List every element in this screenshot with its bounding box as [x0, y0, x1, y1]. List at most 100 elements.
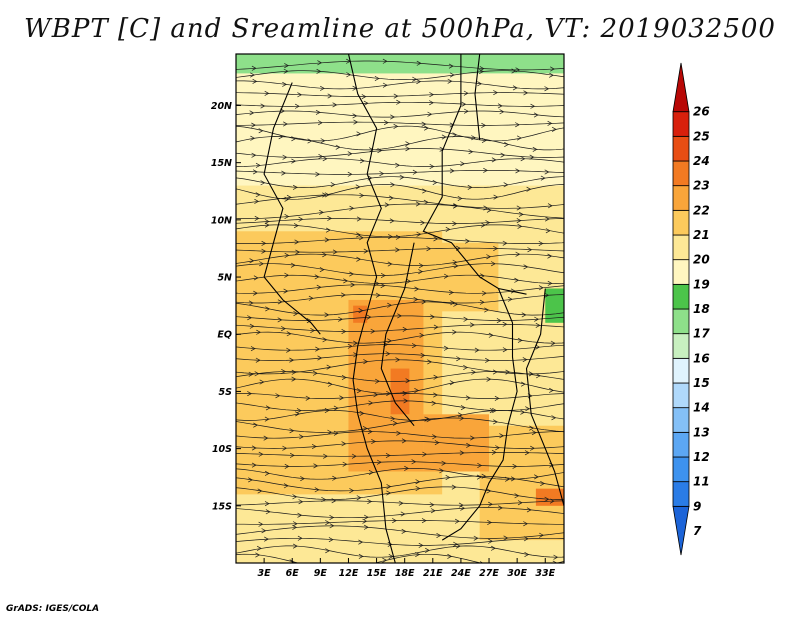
streamline-arrow: [470, 435, 475, 441]
streamline-arrow: [449, 72, 455, 78]
streamline-arrow: [251, 122, 257, 128]
streamline-arrow: [327, 215, 333, 221]
streamline-arrow: [284, 63, 290, 69]
streamline-arrow: [505, 369, 511, 375]
streamline-arrow: [441, 460, 447, 466]
x-tick-label: 27E: [479, 568, 499, 579]
streamline-arrow: [419, 332, 425, 338]
streamline-arrow: [384, 202, 390, 208]
streamline: [236, 507, 564, 519]
streamline-arrow: [322, 337, 328, 343]
streamline-arrow: [253, 290, 258, 296]
streamline: [236, 371, 564, 382]
streamline-arrow: [367, 498, 373, 505]
streamline-arrow: [356, 216, 362, 222]
streamline-arrow: [453, 301, 459, 307]
streamline-arrow: [398, 500, 404, 506]
colorbar-label: 17: [693, 327, 710, 341]
streamline-arrow: [540, 175, 546, 181]
streamline-arrow: [516, 205, 522, 211]
streamline-arrow: [247, 315, 253, 321]
streamline: [236, 520, 564, 525]
streamline: [236, 92, 564, 97]
streamline-arrow: [486, 254, 492, 260]
x-tick-label: 6E: [286, 568, 300, 579]
streamline-arrow: [447, 553, 453, 559]
streamline-arrow: [327, 429, 333, 435]
streamline-arrow: [388, 553, 394, 560]
streamline: [236, 344, 564, 351]
streamline-arrow: [251, 445, 257, 451]
streamline-arrow: [512, 85, 518, 91]
colorbar-label: 20: [693, 253, 710, 267]
streamline-arrow: [486, 207, 492, 213]
streamline-arrow: [517, 500, 523, 506]
colorbar-label: 24: [693, 154, 710, 168]
streamline-arrow: [382, 557, 388, 563]
streamline-arrow: [362, 518, 368, 524]
streamline-arrow: [363, 359, 369, 365]
streamline-arrow: [341, 328, 347, 335]
streamline-arrow: [460, 505, 466, 511]
streamline-arrow: [418, 263, 424, 269]
streamline-arrow: [316, 284, 322, 290]
streamline-arrow: [491, 449, 497, 455]
y-tick-label: 5N: [217, 273, 232, 284]
streamline-arrow: [529, 154, 535, 160]
streamline-arrow: [293, 223, 299, 229]
streamline-arrow: [306, 318, 312, 324]
streamline-arrow: [281, 326, 286, 332]
streamline-arrow: [264, 218, 270, 225]
streamline-arrow: [447, 78, 453, 84]
streamline-arrow: [366, 314, 372, 320]
streamline-arrow: [421, 518, 427, 524]
streamline-arrow: [422, 188, 428, 194]
streamline-arrow: [544, 216, 550, 222]
streamline-arrow: [526, 186, 532, 192]
streamline-arrow: [261, 248, 267, 254]
streamline-arrow: [396, 430, 402, 436]
streamline-arrow: [457, 195, 463, 202]
streamline-arrow: [325, 548, 331, 554]
streamline-arrow: [258, 451, 264, 457]
streamline-arrow: [452, 203, 458, 209]
streamline-arrow: [549, 462, 555, 468]
streamline-arrow: [534, 474, 539, 480]
x-tick-label: 15E: [367, 568, 387, 579]
streamline-arrow: [363, 524, 369, 530]
streamline-arrow: [295, 411, 300, 417]
streamline-arrow: [549, 498, 555, 504]
streamline-arrow: [411, 343, 417, 349]
streamline-arrow: [516, 135, 522, 141]
streamline-arrow: [439, 468, 445, 474]
x-tick-label: 33E: [535, 568, 555, 579]
streamline-arrow: [463, 364, 469, 371]
streamline: [236, 80, 564, 90]
streamline-arrow: [296, 408, 302, 414]
streamline-arrow: [277, 299, 283, 305]
streamline-arrow: [347, 171, 353, 177]
streamline-arrow: [313, 463, 319, 469]
streamline-arrow: [544, 169, 550, 175]
streamline-arrow: [531, 430, 537, 436]
colorbar: 7 9 11 12 13 14 15 16 17 18 19 20 21 22 23 24 25 26: [672, 62, 710, 556]
streamline-arrow: [328, 537, 334, 543]
streamline-arrow: [294, 239, 300, 245]
streamline-arrow: [540, 480, 546, 487]
streamline-arrow: [481, 473, 487, 479]
streamline-arrow: [317, 355, 323, 361]
streamline-arrow: [249, 323, 255, 329]
streamline-arrow: [402, 326, 408, 332]
streamline-arrow: [502, 321, 508, 327]
chart-title: WBPT [C] and Sreamline at 500hPa, VT: 20…: [24, 14, 776, 44]
streamline-arrow: [297, 535, 303, 541]
streamline-arrow: [371, 438, 377, 445]
streamline-arrow: [311, 443, 317, 450]
streamline-arrow: [324, 407, 330, 414]
streamline-arrow: [283, 121, 288, 127]
streamline-arrow: [495, 445, 501, 451]
streamline-arrow: [330, 182, 336, 188]
y-tick-label: 10N: [211, 215, 232, 226]
streamline-arrow: [299, 434, 304, 440]
streamline-arrow: [375, 378, 380, 384]
